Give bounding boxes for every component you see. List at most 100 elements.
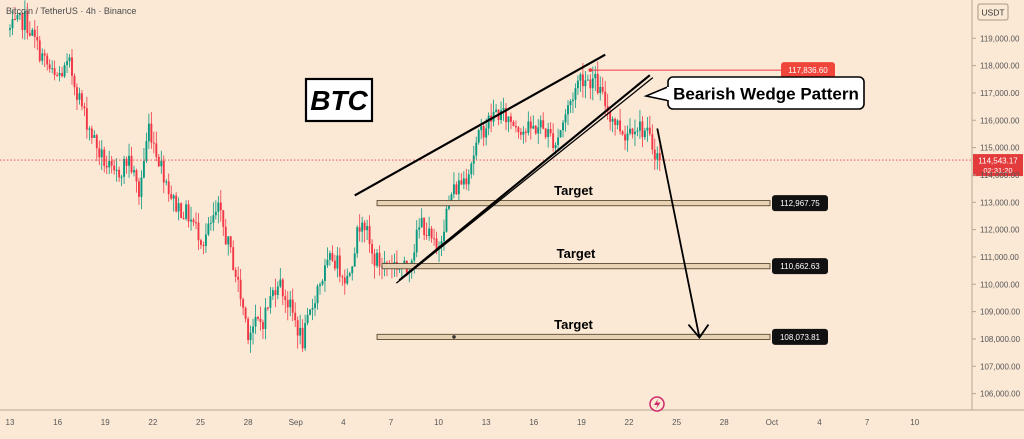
candle (147, 113, 150, 149)
target-price-tag[interactable]: 112,967.75 (772, 195, 828, 212)
candle-body (435, 238, 438, 250)
replay-icon[interactable] (649, 396, 665, 412)
candle (9, 24, 11, 38)
candle (611, 116, 614, 133)
candle (120, 174, 123, 187)
candle (281, 278, 284, 306)
candle (517, 125, 520, 139)
callout-text: Bearish Wedge Pattern (673, 85, 859, 104)
candle (579, 72, 582, 92)
candle (596, 61, 599, 95)
candle-body (433, 238, 436, 240)
candle-body (68, 57, 71, 62)
candle-body (170, 194, 173, 199)
candle (88, 126, 91, 141)
candle (544, 127, 547, 140)
price-axis[interactable]: 106,000.00 107,000.00 108,000.00 109,000.00… (971, 0, 1021, 410)
candle (311, 298, 314, 321)
candle-body (110, 160, 113, 166)
target-zone (381, 263, 771, 270)
candle-body (296, 320, 299, 336)
candle-body (564, 114, 567, 123)
time-tick-label: 7 (865, 418, 870, 427)
candle (95, 133, 98, 162)
candle-body (514, 125, 517, 128)
candle (646, 117, 649, 142)
candle-body (38, 40, 41, 61)
candle-body (175, 195, 178, 212)
candle (616, 119, 619, 130)
time-tick-label: 10 (434, 418, 443, 427)
candle-body (197, 222, 200, 241)
candle-body (26, 11, 29, 33)
candle-body (195, 222, 197, 224)
target-price-tag[interactable]: 110,662.63 (772, 258, 828, 275)
candle-body (371, 243, 374, 254)
candle (135, 168, 138, 193)
candle (336, 246, 339, 278)
candle (636, 127, 639, 137)
candle-body (589, 79, 592, 89)
candle-body (472, 155, 475, 164)
candle (529, 116, 532, 140)
time-axis[interactable]: 13 16 19 22 25 28 Sep 4 7 10 13 16 19 22 25 28 Oct 4 7 10 (0, 409, 1024, 427)
candle-body (78, 93, 81, 100)
price-tick-label: 117,000.00 (980, 89, 1020, 98)
price-tick-label: 118,000.00 (980, 62, 1020, 71)
candle (257, 315, 259, 321)
time-tick-label: 28 (720, 418, 729, 427)
candle-body (522, 131, 525, 135)
candle-body (361, 222, 364, 232)
candle (502, 97, 505, 121)
currency-button[interactable]: USDT (977, 3, 1009, 21)
candle-body (185, 204, 188, 219)
candle (80, 89, 83, 111)
candle-body (23, 11, 26, 30)
candle-body (115, 169, 118, 171)
price-tick-label: 111,000.00 (980, 253, 1019, 262)
candle (534, 124, 537, 135)
candle (90, 125, 93, 144)
resistance-price-tag[interactable]: 117,836.60 (781, 62, 835, 79)
wedge-callout: Bearish Wedge Pattern (643, 76, 865, 110)
candle (294, 302, 297, 327)
candle-body (356, 227, 359, 254)
candle-body (43, 53, 46, 56)
time-tick-label: Oct (766, 418, 779, 427)
candle-body (9, 28, 11, 31)
candle-body (147, 123, 150, 142)
candle-body (346, 275, 349, 284)
candle (338, 247, 341, 283)
candle-body (204, 234, 207, 246)
candle (656, 146, 659, 170)
candle (204, 223, 207, 253)
candle-body (301, 327, 304, 349)
candle-body (539, 120, 542, 128)
candle-body (428, 228, 431, 237)
candle-body (626, 133, 629, 141)
candle-body (534, 125, 537, 134)
target-price-tag[interactable]: 108,073.81 (772, 328, 828, 345)
candle (643, 127, 646, 140)
candle (31, 27, 34, 37)
candle-body (224, 226, 227, 245)
candle-body (177, 203, 180, 212)
candle (465, 168, 468, 190)
candle (239, 269, 242, 307)
candle (73, 73, 76, 96)
candle (172, 194, 175, 212)
price-tick-label: 110,000.00 (980, 280, 1020, 289)
candle-body (470, 163, 473, 175)
time-tick-label: 4 (341, 418, 346, 427)
candle-body (445, 208, 448, 232)
candle (624, 125, 626, 151)
candle (21, 12, 24, 39)
target-tag-box (772, 195, 828, 212)
candle (157, 154, 160, 168)
candle-body (28, 32, 31, 36)
candle-body (584, 80, 587, 87)
candle (43, 49, 46, 67)
